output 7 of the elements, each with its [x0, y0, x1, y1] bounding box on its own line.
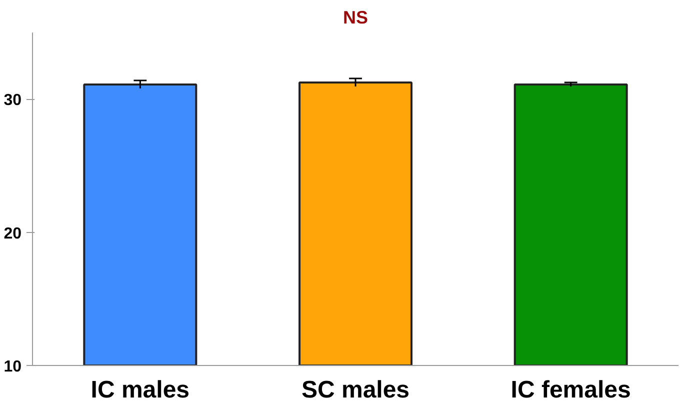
y-tick-label: 20 — [4, 225, 22, 242]
y-tick-label: 10 — [4, 358, 22, 376]
x-tick-label: IC females — [510, 376, 631, 404]
x-tick-label: IC males — [90, 376, 190, 404]
chart-title: NS — [343, 8, 368, 28]
x-tick-label: SC males — [301, 376, 410, 404]
y-tick-label: 30 — [4, 92, 22, 110]
